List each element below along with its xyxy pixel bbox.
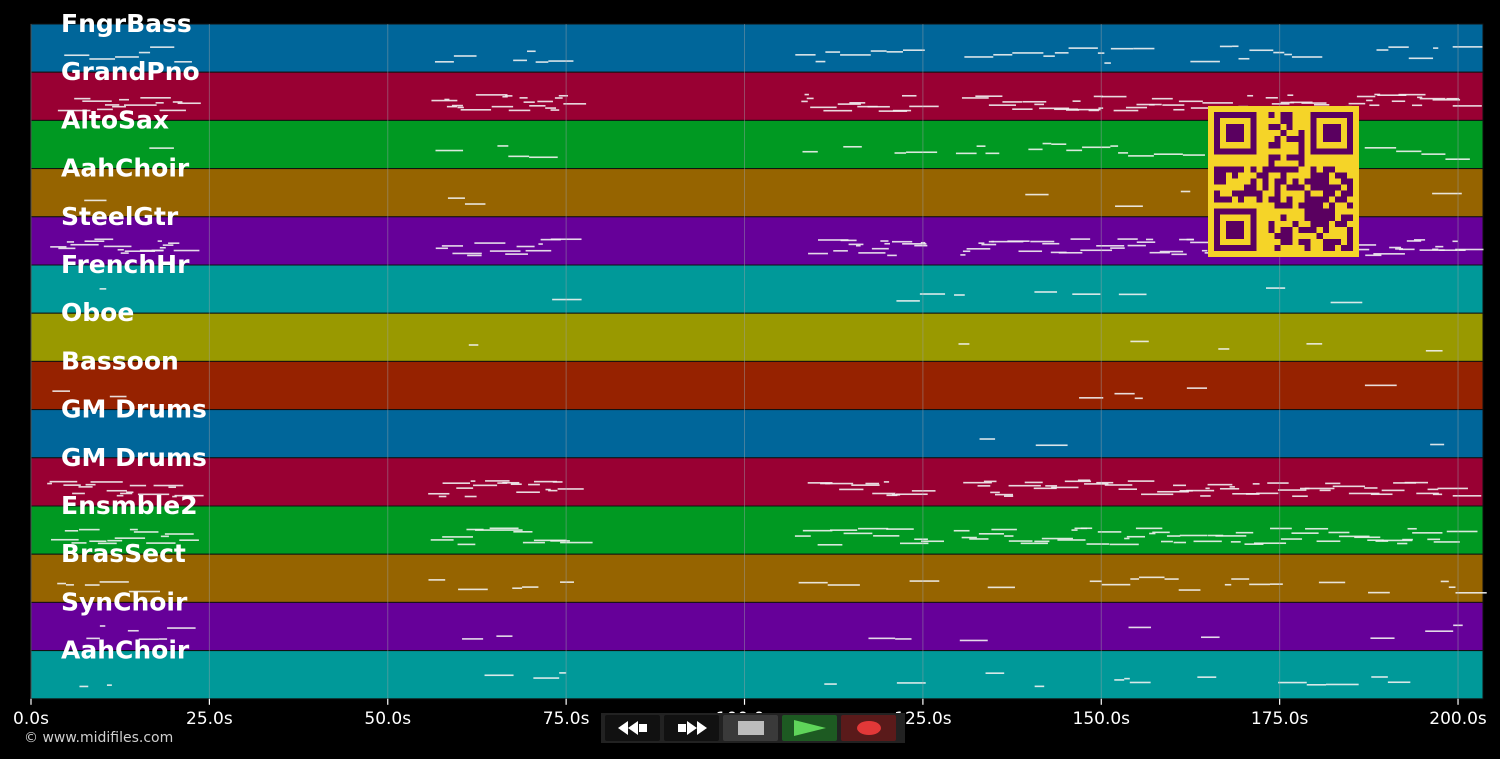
track-labels: FngrBass GrandPno AltoSax AahChoir SteelGtr F…: [61, 9, 207, 665]
record-icon: [856, 721, 881, 735]
tick-label: 25.0s: [186, 709, 233, 729]
track-notes: [47, 479, 1482, 498]
track-notes: [979, 438, 1445, 447]
track-label: GM Drums: [61, 395, 207, 424]
track-lane[interactable]: [30, 457, 1484, 507]
track-label: GrandPno: [61, 57, 200, 86]
tick-label: 175.0s: [1251, 709, 1309, 729]
track-lane[interactable]: [30, 409, 1484, 459]
rewind-icon: [617, 721, 647, 735]
track-notes: [468, 340, 1443, 352]
track-lane[interactable]: [30, 23, 1484, 73]
track-notes: [149, 142, 1470, 160]
time-grid: [30, 24, 1459, 699]
track-label: GM Drums: [61, 443, 207, 472]
track-notes: [52, 384, 1397, 400]
track-label: FngrBass: [61, 9, 192, 38]
track-label: Bassoon: [61, 346, 179, 375]
stop-icon: [737, 721, 764, 735]
tick-label: 75.0s: [543, 709, 590, 729]
track-label: SynChoir: [61, 587, 188, 616]
tick-label: 125.0s: [894, 709, 952, 729]
play-button[interactable]: [782, 715, 837, 741]
track-lane[interactable]: [30, 312, 1484, 362]
track-notes: [99, 287, 1363, 304]
track-lane[interactable]: [30, 601, 1484, 652]
tick-label: 50.0s: [364, 709, 411, 729]
track-label: FrenchHr: [61, 250, 190, 279]
track-notes: [57, 576, 1487, 594]
track-label: AahChoir: [61, 154, 190, 183]
track-label: Ensmble2: [61, 491, 198, 520]
track-lane[interactable]: [30, 553, 1484, 603]
track-notes: [64, 45, 1483, 64]
track-notes: [86, 624, 1463, 642]
fast-forward-icon: [677, 721, 707, 735]
track-lane[interactable]: [30, 650, 1484, 700]
track-lane[interactable]: [30, 264, 1484, 314]
track-label: Oboe: [61, 298, 134, 327]
track-lane[interactable]: [30, 505, 1484, 555]
track-notes: [51, 527, 1478, 546]
fast-forward-button[interactable]: [664, 715, 719, 741]
tick-label: 200.0s: [1429, 709, 1487, 729]
tick-label: 150.0s: [1073, 709, 1131, 729]
track-notes: [79, 672, 1411, 688]
rewind-button[interactable]: [605, 715, 660, 741]
note-layer: [47, 45, 1487, 688]
record-button[interactable]: [841, 715, 896, 741]
qr-code-icon[interactable]: [1208, 106, 1359, 257]
track-label: BrasSect: [61, 539, 186, 568]
track-label: AltoSax: [61, 105, 169, 134]
play-icon: [793, 720, 826, 736]
tick-label: 0.0s: [13, 709, 49, 729]
stop-button[interactable]: [723, 715, 778, 741]
transport-bar: [601, 713, 905, 743]
copyright-text: © www.midifiles.com: [24, 730, 174, 746]
track-label: SteelGtr: [61, 202, 179, 231]
track-label: AahChoir: [61, 636, 190, 665]
track-lane[interactable]: [30, 360, 1484, 411]
